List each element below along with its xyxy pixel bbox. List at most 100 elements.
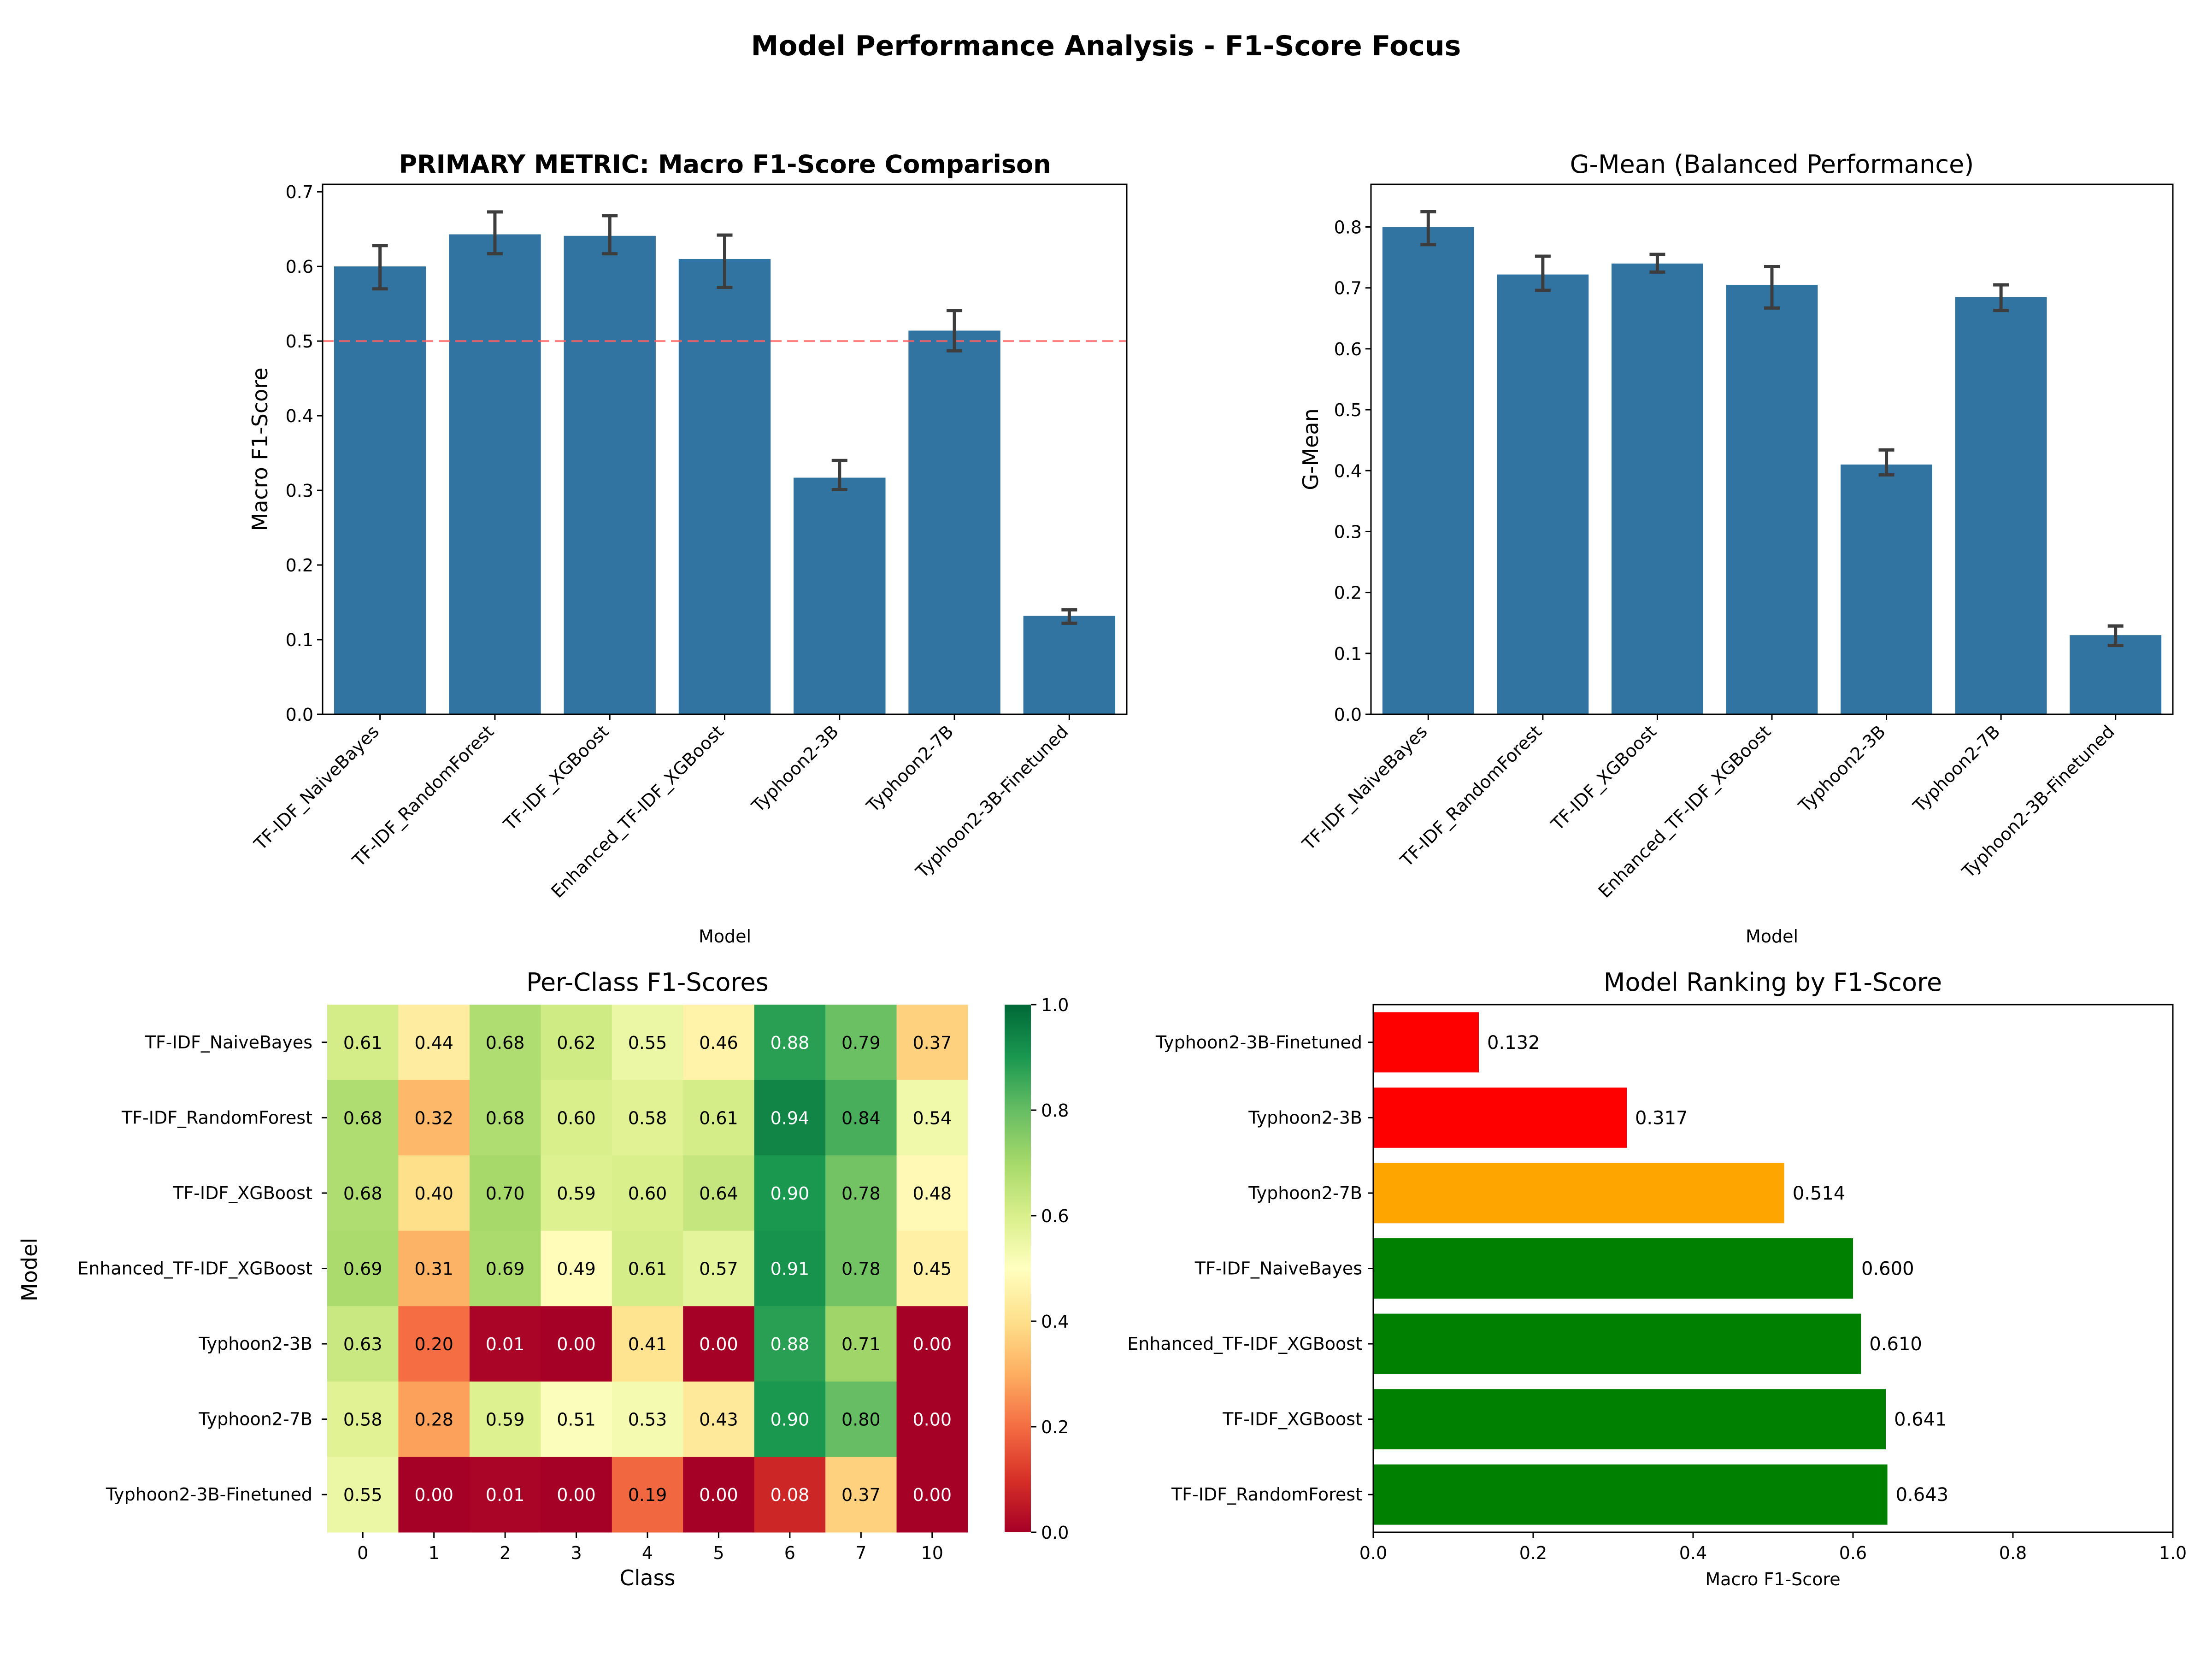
colorbar-tick-label: 0.4 [1041,1312,1069,1332]
heatmap-cell [327,1155,399,1231]
bar-value-label: 0.132 [1487,1032,1540,1053]
heatmap-cell [896,1230,968,1306]
y-tick-label: TF-IDF_XGBoost [1222,1409,1362,1430]
y-tick-label: TF-IDF_XGBoost [172,1183,312,1203]
y-tick-label: 0.3 [286,481,313,501]
bar [678,259,771,714]
x-axis-label: Model [1746,926,1798,947]
heatmap-cell [469,1080,541,1156]
cell-value: 0.69 [486,1259,525,1279]
x-tick-label: 4 [642,1543,653,1563]
cell-value: 0.43 [699,1410,738,1430]
cell-value: 0.90 [771,1410,810,1430]
x-tick-label: 0.0 [1359,1543,1387,1563]
cell-value: 0.90 [771,1183,810,1204]
heatmap-cell [469,1457,541,1533]
x-tick-label: Typhoon2-3B [1794,721,1889,816]
cell-value: 0.78 [841,1183,881,1204]
cell-value: 0.51 [557,1410,596,1430]
x-tick-label: Typhoon2-7B [1909,721,2004,816]
cell-value: 0.91 [771,1259,810,1279]
y-tick-label: 0.7 [286,182,313,202]
y-tick-label: 0.0 [286,705,313,725]
cell-value: 0.37 [841,1485,881,1505]
cell-value: 0.44 [414,1033,453,1053]
heatmap-cell [896,1005,968,1081]
x-tick-label: 0.8 [1999,1543,2027,1563]
bar [1612,263,1703,714]
cell-value: 0.00 [699,1334,738,1354]
plot-frame [1372,1004,2174,1533]
cell-value: 0.70 [486,1183,525,1204]
y-tick-label: Typhoon2-3B [198,1334,312,1354]
heatmap-cell [398,1381,470,1457]
cell-value: 0.48 [912,1183,952,1204]
figure-title: Model Performance Analysis - F1-Score Fo… [751,30,1461,62]
y-axis-label: Model [17,1238,42,1301]
cell-value: 0.60 [628,1183,667,1204]
heatmap-cell [754,1381,826,1457]
cell-value: 0.00 [699,1485,738,1505]
heatmap-cell [541,1306,612,1382]
cell-value: 0.00 [414,1485,453,1505]
cell-value: 0.08 [771,1485,810,1505]
colorbar-tick-label: 0.0 [1041,1523,1069,1543]
heatmap-cell [541,1155,612,1231]
heatmap-cell [327,1080,399,1156]
heatmap-cell [612,1230,683,1306]
bar [1841,465,1932,714]
heatmap-cell [469,1005,541,1081]
heatmap-cell [541,1080,612,1156]
bar-value-label: 0.600 [1861,1259,1914,1280]
cell-value: 0.68 [486,1033,525,1053]
y-tick-label: Typhoon2-3B-Finetuned [1155,1032,1362,1053]
bar [1726,285,1818,714]
cell-value: 0.37 [912,1033,952,1053]
y-tick-label: 0.2 [286,555,313,576]
y-tick-label: 0.2 [1334,583,1362,603]
heatmap-cell [754,1080,826,1156]
x-tick-label: TF-IDF_NaiveBayes [1298,721,1431,854]
panel-title: G-Mean (Balanced Performance) [1570,150,1974,179]
cell-value: 0.49 [557,1259,596,1279]
y-tick-label: 0.3 [1334,522,1362,542]
cell-value: 0.69 [343,1259,382,1279]
y-tick-label: Typhoon2-7B [198,1409,312,1430]
cell-value: 0.55 [628,1033,667,1053]
heatmap-cell [825,1005,897,1081]
panel-title: Per-Class F1-Scores [526,968,769,997]
x-tick-label: 0.2 [1519,1543,1547,1563]
y-tick-label: 0.6 [1334,339,1362,359]
bar [2070,635,2162,714]
panel-title: PRIMARY METRIC: Macro F1-Score Compariso… [399,150,1051,179]
y-tick-label: 0.1 [286,630,313,650]
bar [1373,1464,1888,1525]
heatmap-cell [327,1005,399,1081]
cell-value: 0.60 [557,1108,596,1128]
bar [1373,1238,1853,1299]
heatmap-cell [825,1230,897,1306]
x-axis-label: Macro F1-Score [1705,1569,1840,1589]
y-tick-label: TF-IDF_NaiveBayes [1194,1259,1362,1279]
bar [1373,1163,1784,1224]
x-tick-label: 5 [713,1543,724,1563]
panel-heatmap: Per-Class F1-Scores 0.61 0.44 0.68 0.62 0.55… [17,968,1069,1590]
cell-value: 0.71 [841,1334,881,1354]
y-tick-label: 0.8 [1334,218,1362,238]
cell-value: 0.94 [771,1108,810,1128]
y-tick-label: Enhanced_TF-IDF_XGBoost [1127,1334,1362,1354]
y-tick-label: TF-IDF_NaiveBayes [145,1032,312,1053]
bar-value-label: 0.317 [1635,1107,1688,1129]
heatmap-cell [683,1005,755,1081]
x-tick-label: 7 [855,1543,866,1563]
heatmap-cell [754,1457,826,1533]
cell-value: 0.84 [841,1108,881,1128]
bar [1373,1012,1479,1073]
heatmap-cell [469,1306,541,1382]
cell-value: 0.78 [841,1259,881,1279]
cell-value: 0.59 [486,1410,525,1430]
cell-value: 0.57 [699,1259,738,1279]
cell-value: 0.00 [912,1334,952,1354]
y-tick-label: 0.7 [1334,278,1362,299]
